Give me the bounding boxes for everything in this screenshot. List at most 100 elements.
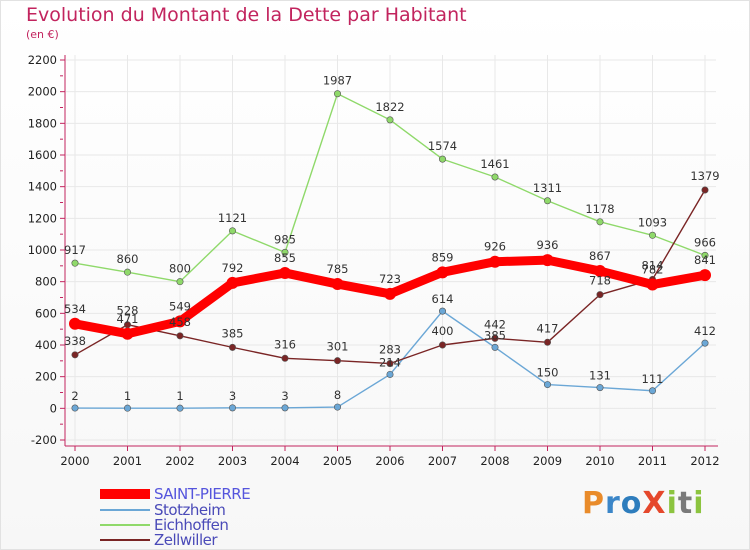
data-point-stotzheim — [124, 404, 132, 412]
data-point-saint-pierre — [226, 276, 239, 289]
data-label-saint-pierre: 926 — [484, 240, 506, 254]
data-point-stotzheim — [491, 343, 499, 351]
x-tick-label: 2001 — [113, 454, 142, 468]
data-point-eichhoffen — [229, 227, 237, 235]
data-point-eichhoffen — [386, 116, 394, 124]
proxiti-logo: ProXiti — [582, 486, 705, 521]
data-label-stotzheim: 111 — [642, 372, 664, 386]
data-label-saint-pierre: 792 — [222, 261, 244, 275]
legend-label-stotzheim: Stotzheim — [154, 501, 226, 519]
data-label-stotzheim: 131 — [589, 369, 611, 383]
data-point-saint-pierre — [279, 266, 291, 279]
data-label-saint-pierre: 549 — [169, 299, 191, 313]
data-label-stotzheim: 614 — [432, 292, 454, 306]
y-tick-label: 0 — [50, 401, 57, 415]
data-point-stotzheim — [176, 404, 184, 412]
y-tick-label: 2200 — [28, 53, 57, 67]
chart-subtitle: (en €) — [26, 28, 59, 41]
x-tick-label: 2008 — [480, 454, 509, 468]
y-tick-label: 1600 — [28, 148, 57, 162]
data-label-zellwiller: 417 — [537, 321, 559, 335]
data-label-saint-pierre: 782 — [642, 263, 664, 277]
y-tick-label: 1800 — [28, 116, 57, 130]
x-tick-label: 2012 — [690, 454, 719, 468]
data-label-zellwiller: 316 — [274, 337, 296, 351]
data-label-zellwiller: 528 — [117, 304, 139, 318]
data-label-stotzheim: 150 — [537, 366, 559, 380]
legend-label-eichhoffen: Eichhoffen — [154, 516, 229, 534]
data-point-saint-pierre — [699, 269, 711, 282]
data-point-saint-pierre — [594, 265, 606, 278]
y-tick-label: 1200 — [28, 211, 57, 225]
data-label-eichhoffen: 1093 — [638, 215, 667, 229]
logo-letter: X — [642, 486, 667, 521]
legend-swatch-eichhoffen — [100, 524, 150, 526]
data-point-stotzheim — [71, 404, 79, 412]
data-label-saint-pierre: 841 — [694, 253, 716, 267]
data-point-zellwiller — [701, 186, 709, 194]
y-tick-label: 2000 — [28, 85, 57, 99]
data-point-saint-pierre — [489, 255, 501, 268]
data-label-zellwiller: 385 — [222, 326, 244, 340]
data-point-saint-pierre — [541, 254, 554, 267]
data-point-stotzheim — [596, 384, 604, 392]
x-tick-label: 2010 — [585, 454, 614, 468]
data-point-stotzheim — [386, 370, 394, 378]
legend-label-saint-pierre: SAINT-PIERRE — [154, 485, 251, 503]
data-point-eichhoffen — [701, 251, 709, 259]
data-point-stotzheim — [333, 403, 341, 411]
data-label-saint-pierre: 471 — [117, 312, 139, 326]
data-point-eichhoffen — [648, 231, 656, 239]
x-tick-label: 2006 — [375, 454, 404, 468]
legend-swatch-saint-pierre — [100, 489, 150, 499]
data-label-stotzheim: 3 — [281, 389, 288, 403]
data-point-eichhoffen — [543, 197, 551, 205]
data-point-eichhoffen — [333, 90, 341, 98]
data-point-zellwiller — [543, 338, 551, 346]
x-tick-label: 2007 — [428, 454, 457, 468]
x-tick-label: 2000 — [60, 454, 89, 468]
data-label-saint-pierre: 723 — [379, 272, 401, 286]
chart-title: Evolution du Montant de la Dette par Hab… — [26, 4, 467, 26]
data-point-saint-pierre — [646, 278, 659, 291]
data-label-zellwiller: 400 — [432, 324, 454, 338]
data-label-eichhoffen: 1121 — [218, 211, 247, 225]
logo-letter: i — [666, 486, 678, 521]
logo-letter: o — [620, 486, 643, 521]
data-label-stotzheim: 1 — [124, 389, 131, 403]
data-point-stotzheim — [281, 404, 289, 412]
data-point-eichhoffen — [438, 155, 446, 163]
data-label-eichhoffen: 985 — [274, 232, 296, 246]
data-point-saint-pierre — [384, 287, 396, 300]
data-point-eichhoffen — [71, 259, 79, 267]
legend-swatch-stotzheim — [100, 509, 150, 511]
x-tick-label: 2003 — [218, 454, 247, 468]
data-point-eichhoffen — [281, 248, 289, 256]
data-point-saint-pierre — [69, 317, 81, 330]
y-tick-label: 1400 — [28, 180, 57, 194]
data-label-saint-pierre: 534 — [64, 302, 86, 316]
data-point-eichhoffen — [596, 218, 604, 226]
data-point-saint-pierre — [174, 315, 186, 328]
data-label-stotzheim: 385 — [484, 328, 506, 342]
data-label-stotzheim: 412 — [694, 324, 716, 338]
data-point-zellwiller — [333, 357, 341, 365]
data-label-saint-pierre: 867 — [589, 249, 611, 263]
data-label-eichhoffen: 966 — [694, 235, 716, 249]
data-label-stotzheim: 214 — [379, 355, 401, 369]
data-label-eichhoffen: 917 — [64, 243, 86, 257]
data-label-zellwiller: 1379 — [690, 169, 719, 183]
data-point-eichhoffen — [124, 268, 132, 276]
data-label-zellwiller: 301 — [327, 340, 349, 354]
data-point-stotzheim — [229, 404, 237, 412]
y-tick-label: 1000 — [28, 243, 57, 257]
data-point-zellwiller — [71, 351, 79, 359]
data-label-stotzheim: 3 — [229, 389, 236, 403]
data-label-eichhoffen: 860 — [117, 252, 139, 266]
data-point-stotzheim — [438, 307, 446, 315]
data-point-saint-pierre — [436, 266, 449, 279]
data-label-zellwiller: 458 — [169, 315, 191, 329]
logo-letter: r — [605, 486, 621, 521]
data-point-saint-pierre — [331, 278, 344, 291]
